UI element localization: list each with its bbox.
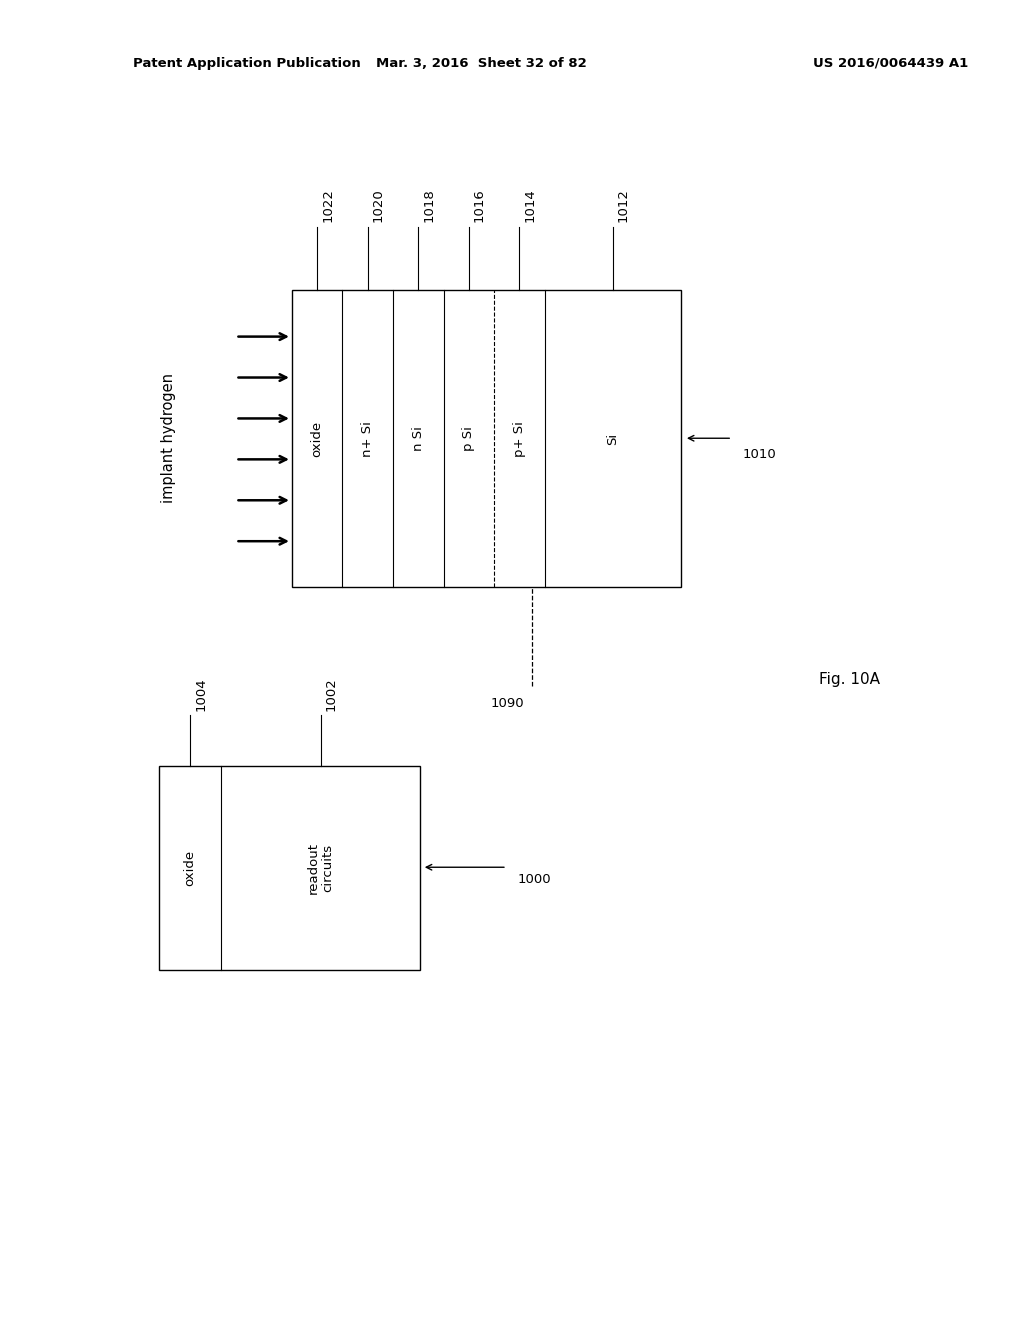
Text: 1000: 1000	[517, 873, 551, 886]
Text: 1090: 1090	[490, 697, 523, 710]
Text: 1022: 1022	[322, 187, 334, 222]
Text: p Si: p Si	[463, 426, 475, 451]
Text: implant hydrogen: implant hydrogen	[162, 374, 176, 503]
Text: 1016: 1016	[473, 187, 486, 222]
Text: 1020: 1020	[372, 187, 385, 222]
Text: 1010: 1010	[742, 447, 776, 461]
Text: 1002: 1002	[325, 677, 338, 711]
Text: US 2016/0064439 A1: US 2016/0064439 A1	[813, 57, 969, 70]
Text: readout
circuits: readout circuits	[306, 842, 335, 894]
Text: Fig. 10A: Fig. 10A	[819, 672, 881, 688]
Text: 1012: 1012	[616, 187, 630, 222]
Text: p+ Si: p+ Si	[513, 421, 526, 457]
Text: 1004: 1004	[195, 678, 207, 711]
Text: oxide: oxide	[310, 421, 324, 457]
Text: n Si: n Si	[412, 426, 425, 451]
Text: 1014: 1014	[523, 187, 537, 222]
Text: Mar. 3, 2016  Sheet 32 of 82: Mar. 3, 2016 Sheet 32 of 82	[376, 57, 587, 70]
Bar	[292, 290, 681, 587]
Text: Patent Application Publication: Patent Application Publication	[133, 57, 360, 70]
Bar	[159, 766, 420, 970]
Text: Si: Si	[606, 433, 620, 445]
Text: 1018: 1018	[422, 187, 435, 222]
Text: oxide: oxide	[183, 850, 197, 886]
Text: n+ Si: n+ Si	[361, 421, 374, 457]
